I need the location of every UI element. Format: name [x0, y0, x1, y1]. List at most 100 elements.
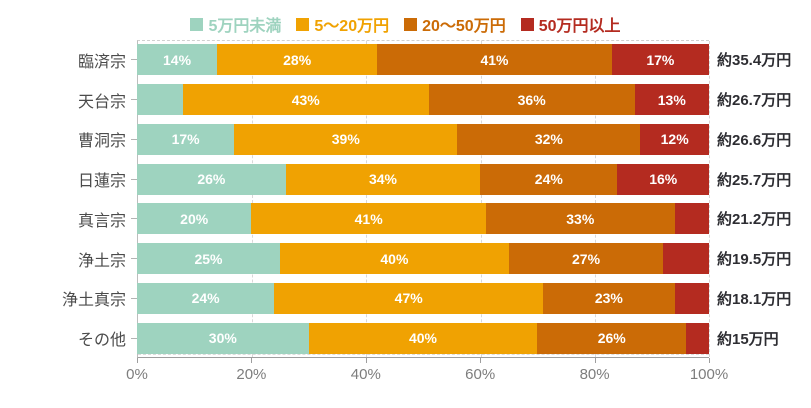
- x-tick-label: 20%: [236, 366, 267, 383]
- bar-segment: 24%: [137, 282, 275, 314]
- bar-segment: [674, 282, 709, 314]
- plot-area: [137, 40, 710, 358]
- bar-segment: [674, 203, 709, 235]
- x-axis: 0% 20% 40% 60% 80% 100%: [126, 358, 728, 402]
- segment-value-label: 33%: [566, 210, 595, 227]
- bar-segment: 13%: [634, 84, 709, 116]
- bar-row: 天台宗 43% 36% 13% 約26.7万円: [0, 84, 811, 116]
- segment-value-label: 16%: [649, 171, 678, 188]
- y-axis-tick: [131, 99, 137, 101]
- bar-track: 17% 39% 32% 12%: [137, 123, 709, 155]
- segment-value-label: 25%: [194, 250, 223, 267]
- x-axis-tick: [594, 358, 596, 363]
- y-axis-tick: [131, 337, 137, 339]
- category-label: 真言宗: [77, 212, 126, 230]
- bar-segment: 27%: [508, 243, 664, 275]
- legend-label: 5〜20万円: [314, 18, 390, 35]
- segment-value-label: 41%: [354, 210, 383, 227]
- bar-row: 真言宗 20% 41% 33% 約21.2万円: [0, 203, 811, 235]
- bar-row: 臨済宗 14% 28% 41% 17% 約35.4万円: [0, 44, 811, 76]
- segment-value-label: 41%: [480, 51, 509, 68]
- category-cell: 日蓮宗: [0, 167, 137, 191]
- segment-value-label: 23%: [594, 290, 623, 307]
- bar-segment: 39%: [234, 123, 458, 155]
- bar-segment: 32%: [457, 123, 641, 155]
- bar-segment: 24%: [480, 163, 618, 195]
- gridline: [594, 41, 596, 357]
- bar-segment: 41%: [251, 203, 486, 235]
- bar-segment: 25%: [137, 243, 280, 275]
- category-cell: 天台宗: [0, 88, 137, 112]
- legend-item-2: 20〜50万円: [404, 12, 506, 36]
- bar-track: 24% 47% 23%: [137, 282, 709, 314]
- segment-value-label: 43%: [291, 91, 320, 108]
- legend-item-0: 5万円未満: [190, 12, 281, 36]
- bar-segment: 47%: [274, 282, 544, 314]
- bar-segment: 40%: [280, 243, 509, 275]
- segment-value-label: 13%: [657, 91, 686, 108]
- segment-value-label: 14%: [163, 51, 192, 68]
- bar-row: その他 30% 40% 26% 約15万円: [0, 322, 811, 354]
- bar-track: 43% 36% 13%: [137, 84, 709, 116]
- category-cell: 曹洞宗: [0, 127, 137, 151]
- bar-segment: 20%: [137, 203, 252, 235]
- y-axis-tick: [131, 258, 137, 260]
- segment-value-label: 40%: [408, 330, 437, 347]
- segment-value-label: 27%: [572, 250, 601, 267]
- bar-segment: [137, 84, 183, 116]
- bar-segment: 30%: [137, 322, 309, 354]
- legend-swatch-icon: [296, 17, 310, 31]
- row-total-label: 約15万円: [717, 330, 779, 348]
- bar-track: 25% 40% 27%: [137, 243, 709, 275]
- bar-segment: 26%: [537, 322, 687, 354]
- category-label: 浄土真宗: [61, 292, 126, 310]
- bar-row: 曹洞宗 17% 39% 32% 12% 約26.6万円: [0, 123, 811, 155]
- bar-row: 日蓮宗 26% 34% 24% 16% 約25.7万円: [0, 163, 811, 195]
- category-label: 浄土宗: [77, 252, 126, 270]
- gridline: [709, 41, 710, 357]
- gridline: [480, 41, 482, 357]
- legend-label: 20〜50万円: [422, 18, 506, 35]
- bar-segment: 41%: [377, 44, 612, 76]
- bar-track: 20% 41% 33%: [137, 203, 709, 235]
- legend-swatch-icon: [520, 17, 534, 31]
- x-axis-tick: [480, 358, 482, 363]
- bar-segment: 16%: [617, 163, 709, 195]
- x-tick-label: 100%: [689, 366, 729, 383]
- segment-value-label: 20%: [180, 210, 209, 227]
- bar-row: 浄土宗 25% 40% 27% 約19.5万円: [0, 243, 811, 275]
- category-cell: 浄土宗: [0, 247, 137, 271]
- segment-value-label: 36%: [517, 91, 546, 108]
- bar-segment: 43%: [182, 84, 429, 116]
- category-label: その他: [77, 332, 126, 350]
- x-axis-tick: [709, 358, 710, 363]
- segment-value-label: 26%: [197, 171, 226, 188]
- bar-segment: 14%: [137, 44, 218, 76]
- rows: 臨済宗 14% 28% 41% 17% 約35.4万円 天台宗 43% 36% 13% 約26.7万…: [0, 40, 811, 358]
- x-axis-tick: [251, 358, 253, 363]
- y-axis-tick: [131, 218, 137, 220]
- segment-value-label: 39%: [331, 131, 360, 148]
- bar-row: 浄土真宗 24% 47% 23% 約18.1万円: [0, 282, 811, 314]
- segment-value-label: 47%: [394, 290, 423, 307]
- bar-segment: 28%: [217, 44, 378, 76]
- y-axis-tick: [131, 59, 137, 61]
- bar-segment: 23%: [543, 282, 675, 314]
- category-cell: その他: [0, 326, 137, 350]
- y-axis-tick: [131, 178, 137, 180]
- row-total-label: 約26.6万円: [717, 131, 792, 149]
- bar-segment: [686, 322, 709, 354]
- gridline: [366, 41, 368, 357]
- segment-value-label: 40%: [380, 250, 409, 267]
- row-total-label: 約25.7万円: [717, 171, 792, 189]
- bar-segment: 17%: [137, 123, 235, 155]
- bar-track: 30% 40% 26%: [137, 322, 709, 354]
- segment-value-label: 24%: [534, 171, 563, 188]
- category-label: 天台宗: [77, 93, 126, 111]
- bar-track: 14% 28% 41% 17%: [137, 44, 709, 76]
- category-cell: 浄土真宗: [0, 286, 137, 310]
- segment-value-label: 28%: [283, 51, 312, 68]
- bar-segment: 36%: [428, 84, 635, 116]
- x-axis-tick: [137, 358, 138, 363]
- bar-segment: [663, 243, 709, 275]
